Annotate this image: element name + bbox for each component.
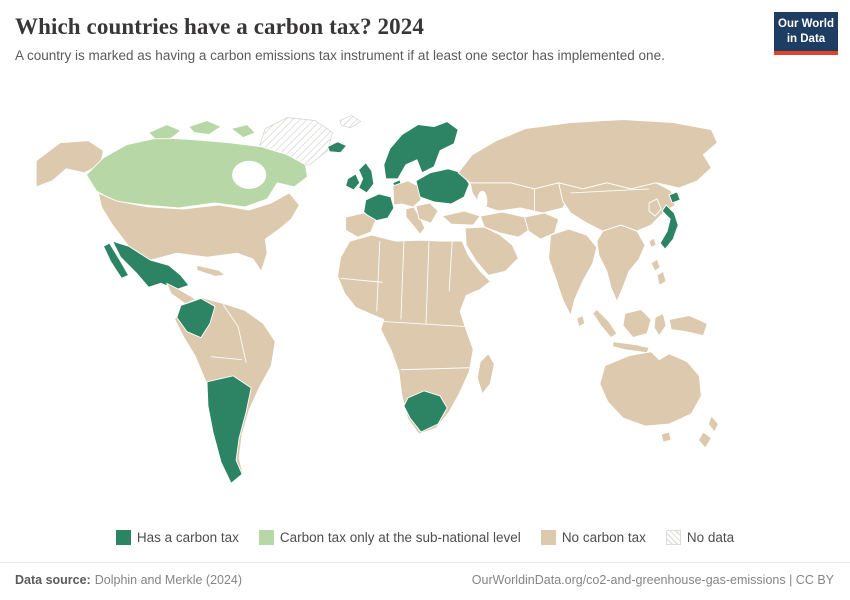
owid-logo-line2: in Data	[786, 32, 826, 45]
region-argentina-chile[interactable]	[206, 375, 252, 484]
region-united-kingdom[interactable]	[358, 162, 375, 194]
region-africa[interactable]	[337, 234, 491, 435]
region-colombia[interactable]	[176, 297, 216, 339]
region-taiwan[interactable]	[648, 237, 657, 248]
legend-swatch-no-data	[665, 530, 681, 545]
region-mexico-baja[interactable]	[103, 242, 130, 279]
border-africa-3	[425, 240, 430, 324]
caspian-sea	[477, 190, 488, 211]
region-iceland[interactable]	[327, 141, 348, 154]
region-tasmania[interactable]	[660, 431, 672, 443]
region-japan-hokkaido[interactable]	[668, 191, 681, 204]
data-source-value: Dolphin and Merkle (2024)	[94, 573, 243, 587]
region-canada-arctic-island-1[interactable]	[148, 124, 182, 140]
region-madagascar[interactable]	[476, 353, 495, 395]
region-balkans[interactable]	[415, 202, 439, 224]
region-borneo[interactable]	[622, 309, 652, 339]
region-philippines-1[interactable]	[650, 258, 661, 272]
region-russia[interactable]	[457, 119, 718, 190]
legend-item-sub-national[interactable]: Carbon tax only at the sub-national leve…	[258, 530, 521, 545]
region-central-europe[interactable]	[392, 180, 422, 208]
region-italy[interactable]	[405, 206, 426, 235]
map-legend: Has a carbon tax Carbon tax only at the …	[0, 530, 850, 545]
legend-item-no-data[interactable]: No data	[665, 530, 735, 545]
region-mexico[interactable]	[112, 240, 190, 290]
legend-label-has-carbon-tax: Has a carbon tax	[136, 530, 239, 545]
legend-item-has-carbon-tax[interactable]: Has a carbon tax	[115, 530, 239, 545]
legend-swatch-no-carbon-tax	[540, 530, 556, 545]
region-scandinavia[interactable]	[383, 121, 459, 180]
data-source-label: Data source:	[15, 573, 91, 587]
region-new-zealand-north[interactable]	[707, 415, 719, 433]
border-africa-2	[400, 241, 405, 320]
region-new-guinea[interactable]	[668, 315, 708, 337]
region-sumatra[interactable]	[592, 309, 618, 339]
legend-label-sub-national: Carbon tax only at the sub-national leve…	[279, 530, 521, 545]
border-africa-7	[400, 367, 470, 371]
legend-item-no-carbon-tax[interactable]: No carbon tax	[540, 530, 646, 545]
region-south-africa[interactable]	[403, 390, 448, 433]
region-korea[interactable]	[648, 198, 662, 217]
owid-logo[interactable]: Our World in Data	[774, 12, 838, 55]
region-australia[interactable]	[599, 351, 702, 427]
region-eastern-europe[interactable]	[415, 168, 470, 205]
region-cuba[interactable]	[196, 264, 226, 277]
border-peru-bolivia	[210, 356, 243, 361]
border-africa-6	[383, 321, 467, 328]
region-sri-lanka[interactable]	[576, 315, 586, 328]
legend-swatch-has-carbon-tax	[115, 530, 131, 545]
region-new-zealand-south[interactable]	[697, 431, 712, 449]
border-brazil-west	[222, 304, 247, 363]
attribution-link[interactable]: OurWorldinData.org/co2-and-greenhouse-ga…	[471, 573, 834, 587]
region-afghanistan-pakistan[interactable]	[524, 212, 560, 240]
data-source: Data source: Dolphin and Merkle (2024)	[15, 573, 242, 587]
region-ireland[interactable]	[345, 173, 361, 191]
owid-logo-line1: Our World	[778, 18, 835, 30]
region-india[interactable]	[548, 228, 598, 316]
border-africa-4	[448, 242, 453, 292]
legend-label-no-data: No data	[686, 530, 735, 545]
region-arabia[interactable]	[464, 226, 519, 276]
region-turkey[interactable]	[441, 210, 481, 226]
region-svalbard[interactable]	[339, 115, 362, 128]
border-africa-5	[340, 277, 383, 283]
region-iberia[interactable]	[345, 212, 377, 238]
region-china[interactable]	[558, 182, 676, 232]
region-sulawesi[interactable]	[653, 313, 667, 337]
region-canada-arctic-island-3[interactable]	[230, 124, 256, 139]
legend-label-no-carbon-tax: No carbon tax	[561, 530, 646, 545]
hudson-bay	[232, 160, 267, 189]
region-java[interactable]	[612, 341, 650, 354]
black-sea	[446, 202, 465, 211]
chart-footer: Data source: Dolphin and Merkle (2024) Ou…	[0, 562, 850, 600]
chart-header: Which countries have a carbon tax? 2024 …	[0, 0, 850, 65]
world-map[interactable]	[8, 112, 842, 520]
region-philippines-2[interactable]	[656, 270, 667, 286]
legend-swatch-sub-national	[258, 530, 274, 545]
region-japan[interactable]	[659, 204, 679, 250]
region-canada-arctic-island-2[interactable]	[188, 120, 222, 136]
page-title: Which countries have a carbon tax? 2024	[15, 14, 424, 39]
page-subtitle: A country is marked as having a carbon e…	[15, 48, 665, 63]
world-map-svg[interactable]	[8, 112, 842, 520]
region-southeast-asia[interactable]	[596, 224, 646, 302]
border-china-mongolia	[570, 188, 650, 194]
border-africa-1	[376, 241, 381, 312]
